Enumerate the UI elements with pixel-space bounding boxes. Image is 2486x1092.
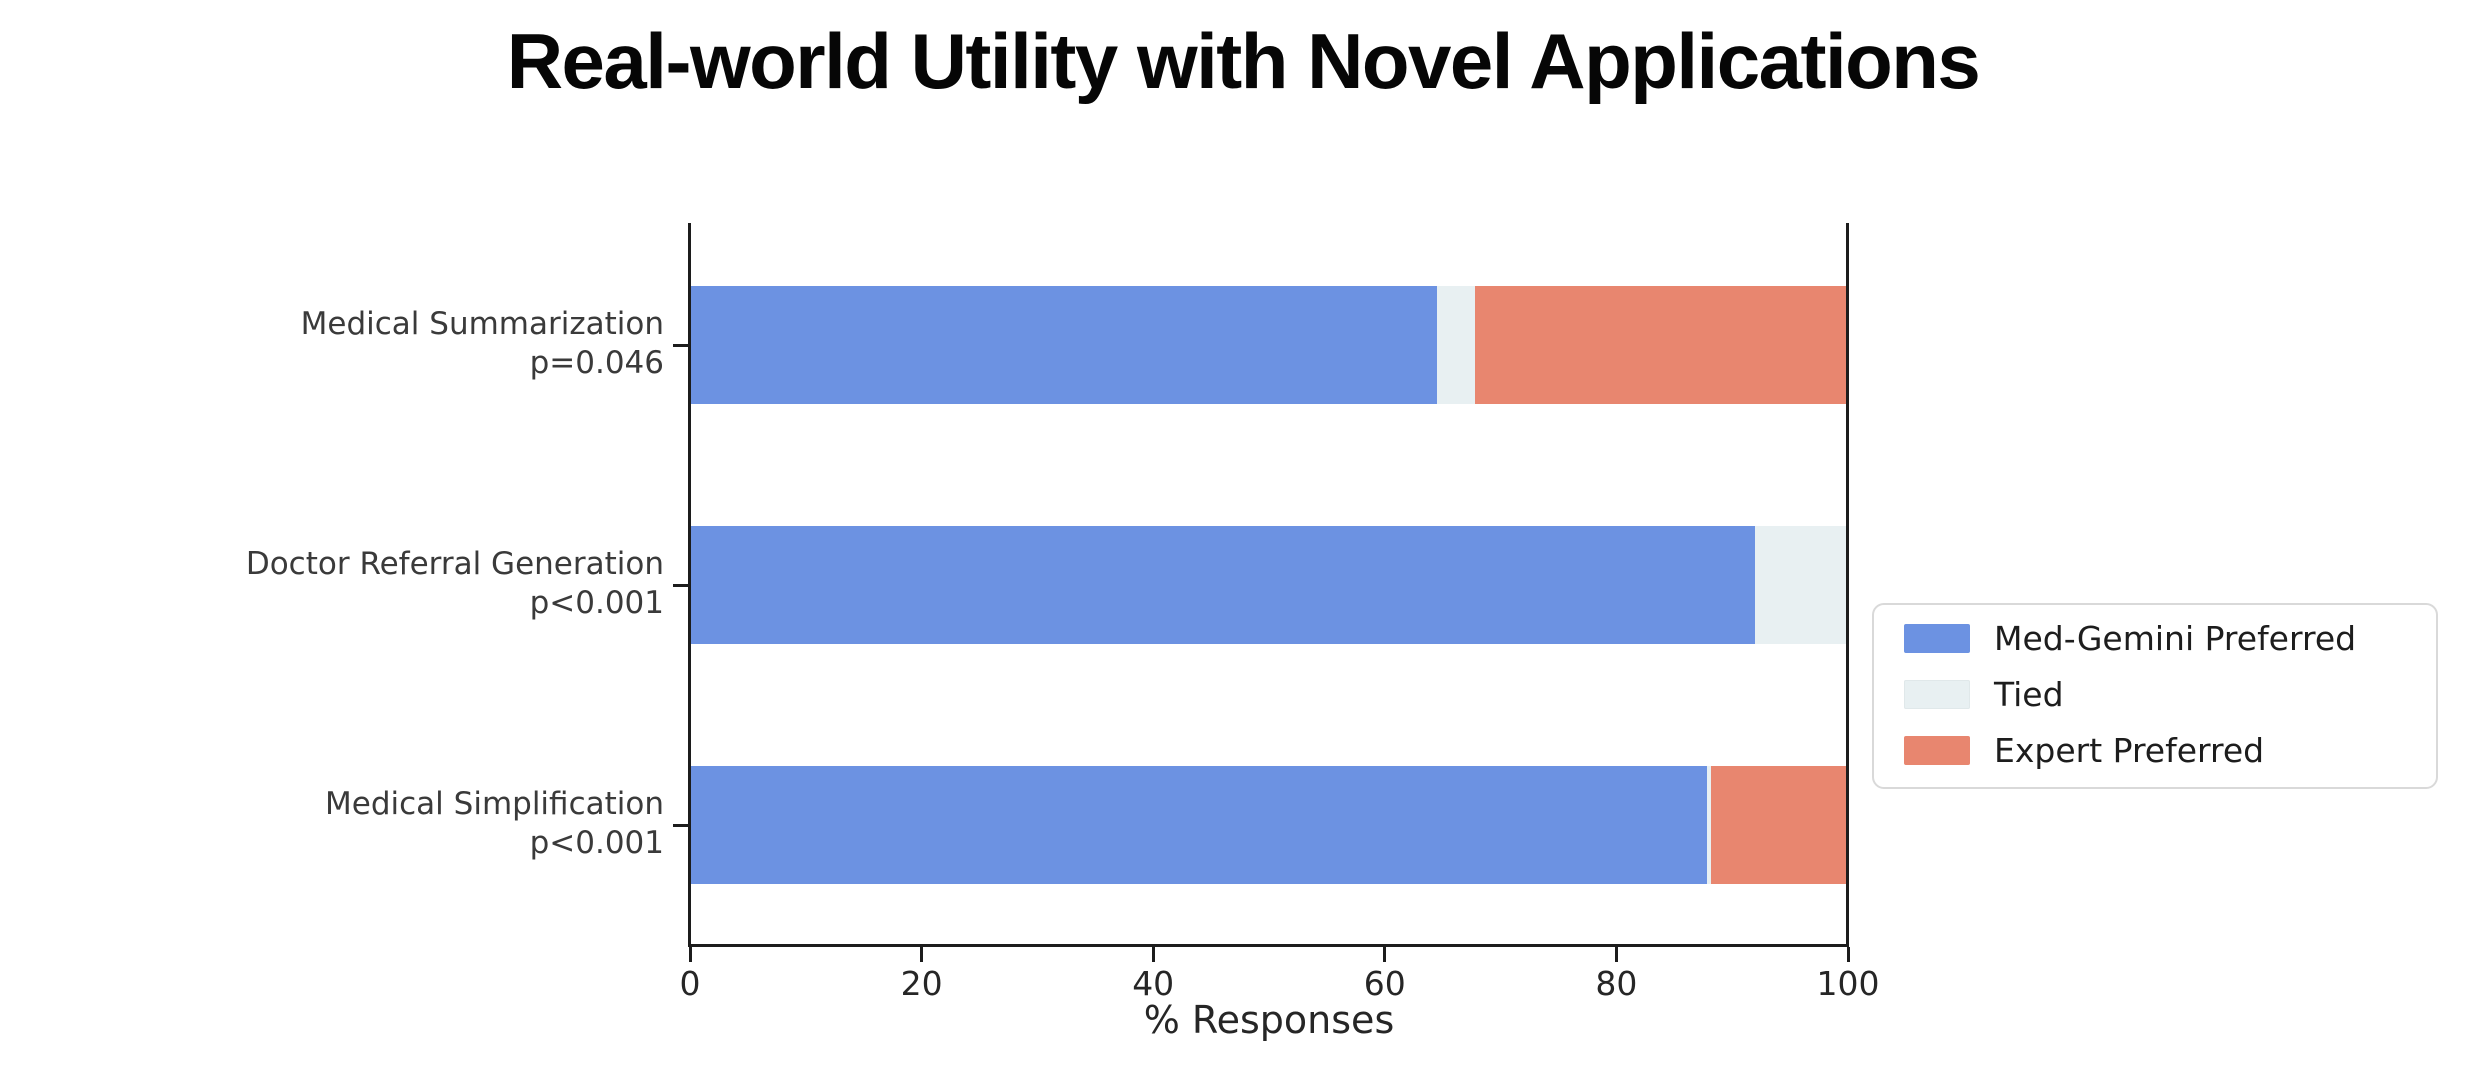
- category-name: Medical Simplification: [325, 786, 664, 822]
- legend-swatch-tied: [1904, 679, 1970, 709]
- legend-label: Tied: [1994, 674, 2064, 714]
- x-tick: [1846, 947, 1850, 962]
- category-pvalue: p=0.046: [529, 345, 664, 381]
- category-label-medical-simplification: Medical Simplification p<0.001: [325, 785, 664, 863]
- bar-segment-expert-preferred: [1711, 766, 1848, 884]
- x-axis-spine: [688, 944, 1849, 947]
- category-label-medical-summarization: Medical Summarization p=0.046: [301, 305, 664, 383]
- legend-item-expert-preferred: Expert Preferred: [1874, 722, 2436, 778]
- bar-segment-expert-preferred: [1475, 286, 1848, 404]
- legend-item-med-gemini-preferred: Med-Gemini Preferred: [1874, 610, 2436, 666]
- x-tick: [1151, 947, 1155, 962]
- category-label-doctor-referral-generation: Doctor Referral Generation p<0.001: [246, 545, 664, 623]
- plot-area: [690, 225, 1848, 945]
- x-tick-label: 40: [1132, 964, 1175, 1003]
- chart-title: Real-world Utility with Novel Applicatio…: [506, 17, 1981, 105]
- category-name: Medical Summarization: [300, 306, 664, 342]
- x-tick: [688, 947, 692, 962]
- bar-segment-med-gemini-preferred: [690, 286, 1437, 404]
- x-tick-label: 80: [1595, 964, 1638, 1003]
- legend-label: Expert Preferred: [1994, 730, 2265, 770]
- category-pvalue: p<0.001: [529, 585, 664, 621]
- legend-swatch-expert-preferred: [1904, 735, 1970, 765]
- x-tick-label: 60: [1363, 964, 1406, 1003]
- y-tick: [673, 823, 688, 827]
- bar-segment-tied: [1436, 286, 1476, 404]
- legend-swatch-med-gemini-preferred: [1904, 623, 1970, 653]
- x-tick: [920, 947, 924, 962]
- legend: Med-Gemini Preferred Tied Expert Preferred: [1872, 603, 2438, 789]
- x-tick: [1614, 947, 1618, 962]
- y-axis-right-spine: [1846, 223, 1849, 947]
- x-tick: [1383, 947, 1387, 962]
- y-tick: [673, 583, 688, 587]
- x-tick-label: 0: [679, 964, 701, 1003]
- category-pvalue: p<0.001: [529, 825, 664, 861]
- bar-segment-med-gemini-preferred: [690, 766, 1707, 884]
- y-tick: [673, 343, 688, 347]
- legend-label: Med-Gemini Preferred: [1994, 618, 2357, 658]
- bar-segment-med-gemini-preferred: [690, 526, 1756, 644]
- x-axis-label: % Responses: [1143, 998, 1395, 1042]
- x-tick-label: 100: [1816, 964, 1880, 1003]
- category-name: Doctor Referral Generation: [245, 546, 664, 582]
- legend-item-tied: Tied: [1874, 666, 2436, 722]
- x-tick-label: 20: [900, 964, 943, 1003]
- bar-segment-tied: [1706, 766, 1712, 884]
- bar-segment-tied: [1755, 526, 1848, 644]
- y-axis-left-spine: [688, 223, 691, 947]
